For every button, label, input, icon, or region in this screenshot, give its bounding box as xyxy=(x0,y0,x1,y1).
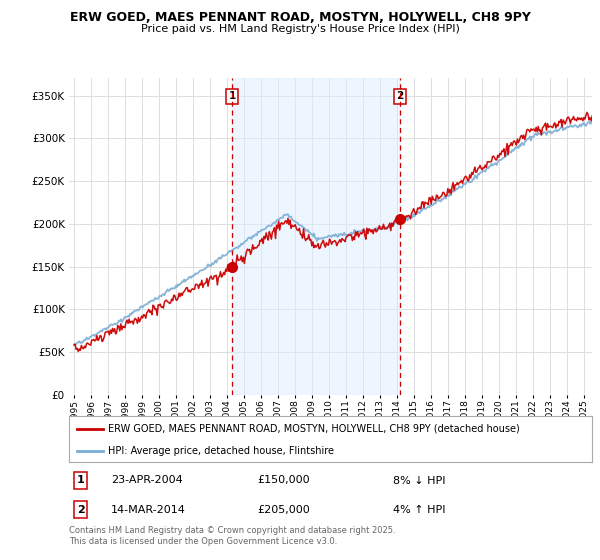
Text: £150,000: £150,000 xyxy=(257,475,310,486)
Text: 2: 2 xyxy=(397,91,404,101)
Text: 8% ↓ HPI: 8% ↓ HPI xyxy=(394,475,446,486)
Text: 1: 1 xyxy=(229,91,236,101)
Text: 14-MAR-2014: 14-MAR-2014 xyxy=(111,505,186,515)
Text: Contains HM Land Registry data © Crown copyright and database right 2025.
This d: Contains HM Land Registry data © Crown c… xyxy=(69,526,395,546)
Text: 1: 1 xyxy=(77,475,85,486)
Text: 23-APR-2004: 23-APR-2004 xyxy=(111,475,182,486)
Text: ERW GOED, MAES PENNANT ROAD, MOSTYN, HOLYWELL, CH8 9PY: ERW GOED, MAES PENNANT ROAD, MOSTYN, HOL… xyxy=(70,11,530,24)
Text: 2: 2 xyxy=(77,505,85,515)
Text: 4% ↑ HPI: 4% ↑ HPI xyxy=(394,505,446,515)
Text: £205,000: £205,000 xyxy=(257,505,310,515)
Text: ERW GOED, MAES PENNANT ROAD, MOSTYN, HOLYWELL, CH8 9PY (detached house): ERW GOED, MAES PENNANT ROAD, MOSTYN, HOL… xyxy=(108,424,520,434)
Text: HPI: Average price, detached house, Flintshire: HPI: Average price, detached house, Flin… xyxy=(108,446,334,455)
Bar xyxy=(232,78,400,395)
Text: Price paid vs. HM Land Registry's House Price Index (HPI): Price paid vs. HM Land Registry's House … xyxy=(140,24,460,34)
